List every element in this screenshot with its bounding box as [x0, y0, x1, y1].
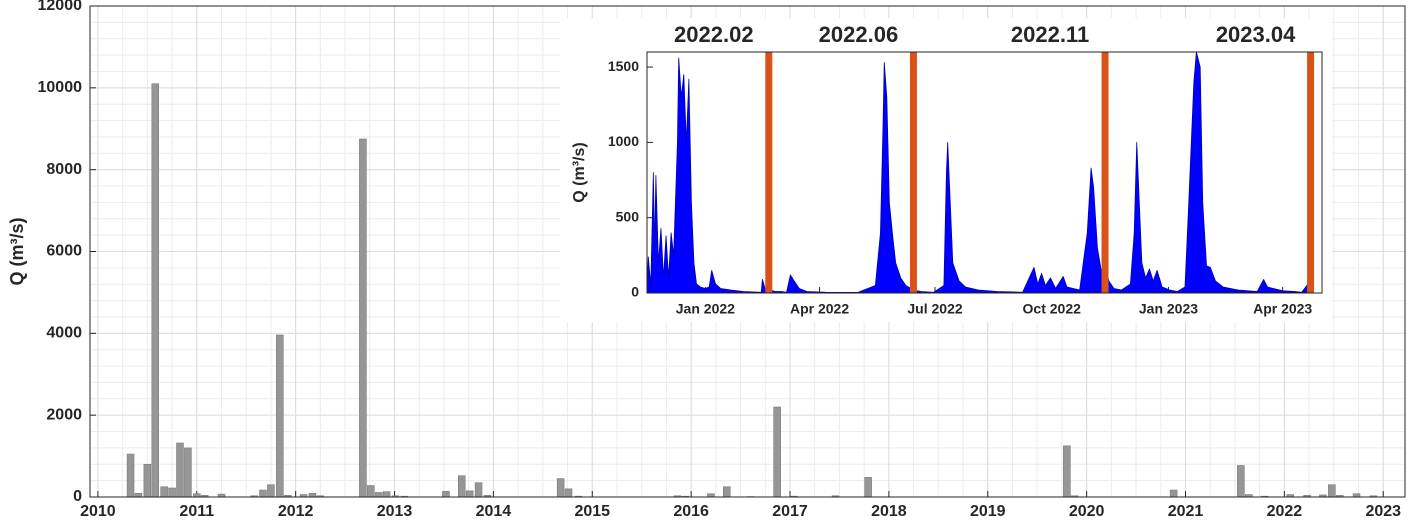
bar: [374, 492, 383, 498]
y-tick-label: 12000: [38, 0, 83, 14]
marker-label: 2023.04: [1216, 22, 1296, 47]
x-tick-label: 2014: [476, 503, 512, 520]
y-tick-label: 0: [631, 284, 639, 300]
y-tick-label: 10000: [38, 79, 83, 96]
x-tick-label: Jan 2022: [676, 301, 735, 317]
x-tick-label: 2020: [1069, 503, 1105, 520]
bar: [276, 334, 284, 498]
bar: [151, 83, 160, 498]
bar: [457, 475, 466, 498]
marker-label: 2022.02: [674, 22, 754, 47]
x-tick-label: 2023: [1365, 503, 1401, 520]
bar: [134, 493, 143, 498]
x-tick-label: 2021: [1168, 503, 1204, 520]
bar: [773, 406, 781, 498]
bar: [465, 490, 474, 498]
y-tick-label: 4000: [46, 325, 82, 342]
bar: [126, 453, 135, 498]
bar: [722, 486, 731, 498]
bar: [259, 489, 267, 498]
x-tick-label: 2015: [574, 503, 610, 520]
bar: [308, 493, 317, 498]
plot-frame: [646, 51, 1323, 294]
x-tick-label: 2011: [179, 503, 214, 520]
inset-chart: 0 500 1000 1500 Jan 2022 Apr 2022 Jul 2022 Oct …: [571, 22, 1323, 317]
x-tick-label: Jul 2022: [907, 301, 962, 317]
y-tick-label: 1000: [608, 133, 639, 149]
area: [646, 51, 1313, 294]
x-tick-label: Oct 2022: [1023, 301, 1082, 317]
y-tick-label: 1500: [608, 58, 639, 74]
y-axis-label: Q (m³/s): [571, 142, 588, 202]
x-tick-label: Apr 2023: [1253, 301, 1312, 317]
bar: [176, 442, 184, 498]
bar: [1063, 445, 1071, 498]
bar: [1169, 489, 1178, 498]
bar: [382, 491, 391, 498]
marker-label: 2022.11: [1011, 22, 1089, 47]
x-tick-label: 2010: [80, 503, 116, 520]
marker-label: 2022.06: [819, 22, 899, 47]
bar: [359, 138, 367, 498]
bar: [184, 447, 192, 498]
x-tick-label: Apr 2022: [790, 301, 849, 317]
bar: [1237, 465, 1245, 498]
bar: [160, 486, 168, 498]
y-tick-label: 0: [73, 488, 82, 505]
x-tick-label: 2016: [673, 503, 709, 520]
x-tick-label: 2012: [278, 503, 314, 520]
y-tick-label: 6000: [46, 243, 82, 260]
y-axis-label: Q (m³/s): [7, 217, 27, 285]
plot-frame: [89, 5, 1406, 498]
bar: [864, 477, 872, 498]
bar: [267, 484, 275, 498]
bar: [564, 488, 573, 498]
bar: [442, 490, 450, 498]
y-tick-label: 8000: [46, 161, 82, 178]
x-tick-label: 2018: [871, 503, 907, 520]
bar: [1328, 484, 1336, 498]
bar: [474, 482, 483, 498]
bar: [367, 485, 375, 498]
y-tick-label: 500: [616, 208, 640, 224]
x-tick-label: 2017: [772, 503, 808, 520]
y-tick-label: 2000: [46, 406, 82, 423]
bar: [143, 463, 152, 498]
bar: [556, 478, 565, 498]
x-tick-label: 2013: [377, 503, 413, 520]
x-tick-label: 2022: [1267, 503, 1303, 520]
x-tick-label: Jan 2023: [1139, 301, 1198, 317]
bar: [168, 487, 176, 498]
x-tick-label: 2019: [970, 503, 1006, 520]
